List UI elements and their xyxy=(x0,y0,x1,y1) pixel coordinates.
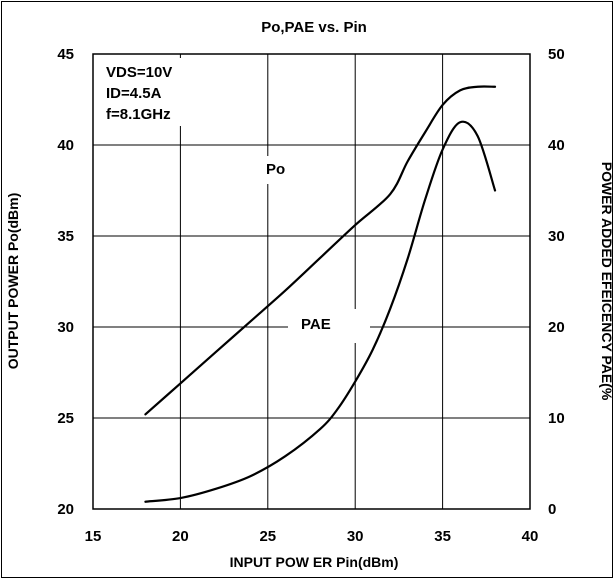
y2-tick-label: 50 xyxy=(548,46,565,63)
y2-tick-label: 20 xyxy=(548,319,565,336)
y2-tick-label: 40 xyxy=(548,137,565,154)
x-tick-label: 20 xyxy=(172,528,189,545)
y2-tick-label: 0 xyxy=(548,501,556,518)
condition-id: ID=4.5A xyxy=(106,85,162,102)
y-tick-label: 20 xyxy=(57,501,74,518)
condition-freq: f=8.1GHz xyxy=(106,106,171,123)
chart-title: Po,PAE vs. Pin xyxy=(261,19,367,36)
y-tick-label: 25 xyxy=(57,410,74,427)
x-tick-label: 40 xyxy=(522,528,539,545)
x-tick-label: 35 xyxy=(434,528,451,545)
y2-axis-label: POWER ADDED EFEICENCY PAE(% xyxy=(599,162,615,401)
x-tick-label: 30 xyxy=(347,528,364,545)
series-label-pae: PAE xyxy=(301,316,331,333)
y-tick-label: 40 xyxy=(57,137,74,154)
condition-vds: VDS=10V xyxy=(106,64,172,81)
x-tick-label: 15 xyxy=(85,528,102,545)
y2-axis-ticks: 0 10 20 30 40 50 xyxy=(548,46,565,518)
y2-tick-label: 10 xyxy=(548,410,565,427)
y-tick-label: 35 xyxy=(57,228,74,245)
y2-tick-label: 30 xyxy=(548,228,565,245)
y-tick-label: 45 xyxy=(57,46,74,63)
y-tick-label: 30 xyxy=(57,319,74,336)
y-axis-label: OUTPUT POWER Po(dBm) xyxy=(5,193,21,370)
series-label-po: Po xyxy=(266,161,285,178)
x-axis-ticks: 15 20 25 30 35 40 xyxy=(85,528,539,545)
y-axis-ticks: 20 25 30 35 40 45 xyxy=(57,46,74,518)
x-tick-label: 25 xyxy=(259,528,276,545)
x-axis-label: INPUT POW ER Pin(dBm) xyxy=(230,554,399,570)
